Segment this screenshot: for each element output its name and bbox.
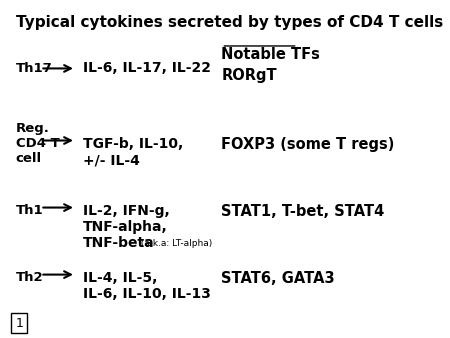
Text: (a.k.a: LT-alpha): (a.k.a: LT-alpha) (138, 239, 212, 247)
Text: STAT1, T-bet, STAT4: STAT1, T-bet, STAT4 (221, 204, 385, 219)
Text: TGF-b, IL-10,
+/- IL-4: TGF-b, IL-10, +/- IL-4 (83, 137, 183, 167)
Text: Typical cytokines secreted by types of CD4 T cells: Typical cytokines secreted by types of C… (16, 15, 443, 30)
Text: 1: 1 (15, 317, 23, 330)
Text: Notable TFs: Notable TFs (221, 47, 320, 62)
Text: Th17: Th17 (16, 62, 52, 75)
Text: Th1: Th1 (16, 204, 43, 217)
Text: TNF-beta: TNF-beta (83, 236, 155, 250)
Text: Reg.
CD4 T
cell: Reg. CD4 T cell (16, 122, 59, 165)
Text: FOXP3 (some T regs): FOXP3 (some T regs) (221, 137, 395, 152)
Text: IL-6, IL-17, IL-22: IL-6, IL-17, IL-22 (83, 62, 211, 75)
Text: STAT6, GATA3: STAT6, GATA3 (221, 271, 335, 286)
Text: Th2: Th2 (16, 271, 43, 285)
Text: RORgT: RORgT (221, 68, 277, 83)
Text: IL-4, IL-5,
IL-6, IL-10, IL-13: IL-4, IL-5, IL-6, IL-10, IL-13 (83, 271, 211, 301)
Text: IL-2, IFN-g,
TNF-alpha,: IL-2, IFN-g, TNF-alpha, (83, 204, 170, 234)
